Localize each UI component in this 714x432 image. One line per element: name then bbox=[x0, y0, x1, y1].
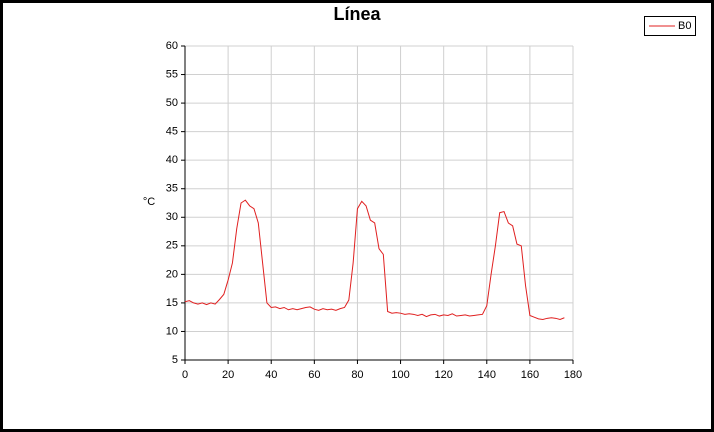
legend-label: B0 bbox=[678, 20, 691, 32]
y-tick-label: 60 bbox=[166, 40, 178, 52]
x-tick-label: 160 bbox=[521, 369, 539, 381]
x-tick-label: 20 bbox=[222, 369, 234, 381]
y-tick-label: 55 bbox=[166, 68, 178, 80]
x-tick-label: 180 bbox=[564, 369, 582, 381]
x-tick-label: 60 bbox=[308, 369, 320, 381]
x-tick-label: 0 bbox=[182, 369, 188, 381]
y-tick-label: 15 bbox=[166, 297, 178, 309]
y-tick-label: 25 bbox=[166, 240, 178, 252]
x-tick-label: 120 bbox=[434, 369, 452, 381]
y-tick-label: 35 bbox=[166, 183, 178, 195]
chart-title: Línea bbox=[333, 4, 381, 24]
y-tick-label: 5 bbox=[172, 354, 178, 366]
y-axis-label: °C bbox=[143, 196, 155, 208]
y-tick-label: 45 bbox=[166, 126, 178, 138]
y-tick-label: 50 bbox=[166, 97, 178, 109]
x-tick-label: 40 bbox=[265, 369, 277, 381]
y-tick-label: 10 bbox=[166, 325, 178, 337]
y-tick-label: 40 bbox=[166, 154, 178, 166]
data-line bbox=[184, 199, 565, 320]
x-tick-label: 100 bbox=[391, 369, 409, 381]
y-tick-label: 20 bbox=[166, 268, 178, 280]
y-tick-label: 30 bbox=[166, 211, 178, 223]
x-tick-label: 80 bbox=[351, 369, 363, 381]
x-tick-label: 140 bbox=[478, 369, 496, 381]
